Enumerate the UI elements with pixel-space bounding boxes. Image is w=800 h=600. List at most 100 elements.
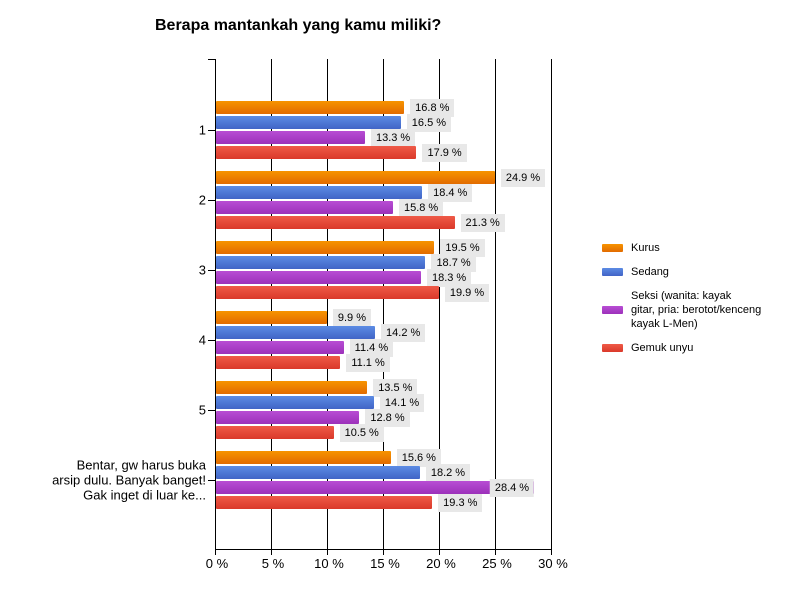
category-label-line: Gak inget di luar ke... [83,487,206,503]
legend: Kurus Sedang Seksi (wanita: kayak gitar, pr… [602,241,794,355]
gridline-25pct [495,59,496,555]
gridline-5pct [271,59,272,555]
bar-seksi-cat6[interactable] [216,481,535,494]
bar-seksi-cat1[interactable] [216,131,365,144]
bar-sedang-cat2[interactable] [216,186,423,199]
bar-sedang-cat5[interactable] [216,396,374,409]
legend-item: Gemuk unyu [602,341,794,355]
gridline-15pct [383,59,384,555]
category-label: 5 [10,403,206,418]
category-label-line: arsip dulu. Banyak banget! [52,472,206,488]
legend-label-line: kayak L-Men) [631,318,698,330]
category-label-line: 2 [198,192,206,208]
legend-label-line: Kurus [631,242,660,254]
bar-kurus-cat1[interactable] [216,101,405,114]
x-axis-tick-label: 15 % [370,556,400,571]
category-tick [208,340,215,341]
legend-label: Kurus [631,241,660,255]
gridline-20pct [439,59,440,555]
bar-kurus-cat6[interactable] [216,451,391,464]
bar-value-label: 13.3 % [370,128,416,147]
bar-seksi-cat5[interactable] [216,411,360,424]
bar-sedang-cat6[interactable] [216,466,420,479]
legend-swatch-icon [602,268,623,276]
bar-value-label: 17.9 % [422,143,467,162]
legend-item: Sedang [602,265,794,279]
category-tick [208,200,215,201]
bar-gemuk-cat5[interactable] [216,426,334,439]
bar-kurus-cat4[interactable] [216,311,327,324]
bar-value-label: 21.3 % [460,213,505,232]
legend-swatch-icon [602,344,623,352]
bar-value-label: 19.3 % [438,493,483,512]
bar-value-label: 24.9 % [500,168,546,187]
bar-sedang-cat4[interactable] [216,326,376,339]
legend-label-line: Gemuk unyu [631,342,694,354]
legend-item: Seksi (wanita: kayak gitar, pria: berotot… [602,289,794,331]
x-axis-tick-label: 0 % [205,556,229,571]
bar-gemuk-cat3[interactable] [216,286,439,299]
bar-value-label: 19.5 % [440,238,485,257]
bar-value-label: 14.1 % [379,393,425,412]
category-label: 2 [10,193,206,208]
category-label-line: 3 [198,262,206,278]
x-axis-tick-label: 5 % [261,556,285,571]
bar-seksi-cat2[interactable] [216,201,393,214]
category-tick [208,410,215,411]
bar-kurus-cat3[interactable] [216,241,435,254]
bar-value-label: 19.9 % [444,283,490,302]
bar-gemuk-cat2[interactable] [216,216,455,229]
bar-value-label: 18.7 % [431,253,476,272]
bar-seksi-cat3[interactable] [216,271,421,284]
bar-value-label: 13.5 % [373,378,418,397]
bar-seksi-cat4[interactable] [216,341,344,354]
bar-value-label: 10.5 % [339,423,384,442]
category-tick [208,130,215,131]
bar-value-label: 16.8 % [410,98,455,117]
category-label: Bentar, gw harus buka arsip dulu. Banyak … [10,458,206,503]
bar-gemuk-cat4[interactable] [216,356,341,369]
gridline-0pct [215,59,216,555]
x-axis-line [215,549,552,550]
category-label: 3 [10,263,206,278]
category-label-line: 4 [198,332,206,348]
legend-label-line: Sedang [631,266,669,278]
y-axis-top-tick [208,59,215,60]
legend-label-line: Seksi (wanita: kayak [631,290,732,302]
bar-sedang-cat1[interactable] [216,116,401,129]
bar-sedang-cat3[interactable] [216,256,426,269]
bar-kurus-cat2[interactable] [216,171,495,184]
category-label: 4 [10,333,206,348]
x-axis-tick-label: 10 % [314,556,344,571]
bar-value-label: 11.1 % [346,353,390,372]
category-label-line: 1 [198,122,206,138]
x-axis-tick-label: 20 % [426,556,456,571]
gridline-30pct [551,59,552,555]
bar-kurus-cat5[interactable] [216,381,368,394]
bar-value-label: 18.4 % [428,183,473,202]
legend-item: Kurus [602,241,794,255]
category-label-line: 5 [198,402,206,418]
legend-label: Seksi (wanita: kayak gitar, pria: berotot… [631,289,761,331]
bar-value-label: 15.6 % [396,448,441,467]
legend-swatch-icon [602,306,623,314]
legend-label: Gemuk unyu [631,341,693,355]
bar-value-label: 18.3 % [426,268,472,287]
bar-gemuk-cat6[interactable] [216,496,433,509]
legend-label: Sedang [631,265,669,279]
category-label-line: Bentar, gw harus buka [76,457,206,473]
x-axis-tick-label: 25 % [482,556,512,571]
legend-label-line: gitar, pria: berotot/kenceng [631,304,762,316]
bar-value-label: 9.9 % [332,308,372,327]
bar-value-label: 18.2 % [425,463,471,482]
chart-title: Berapa mantankah yang kamu miliki? [155,17,442,34]
bar-value-label: 15.8 % [398,198,444,217]
category-tick [208,270,215,271]
category-label: 1 [10,123,206,138]
bar-value-label: 14.2 % [381,323,426,342]
legend-swatch-icon [602,244,623,252]
gridline-10pct [327,59,328,555]
bar-value-label: 16.5 % [406,113,452,132]
bar-gemuk-cat1[interactable] [216,146,417,159]
category-tick [208,480,215,481]
